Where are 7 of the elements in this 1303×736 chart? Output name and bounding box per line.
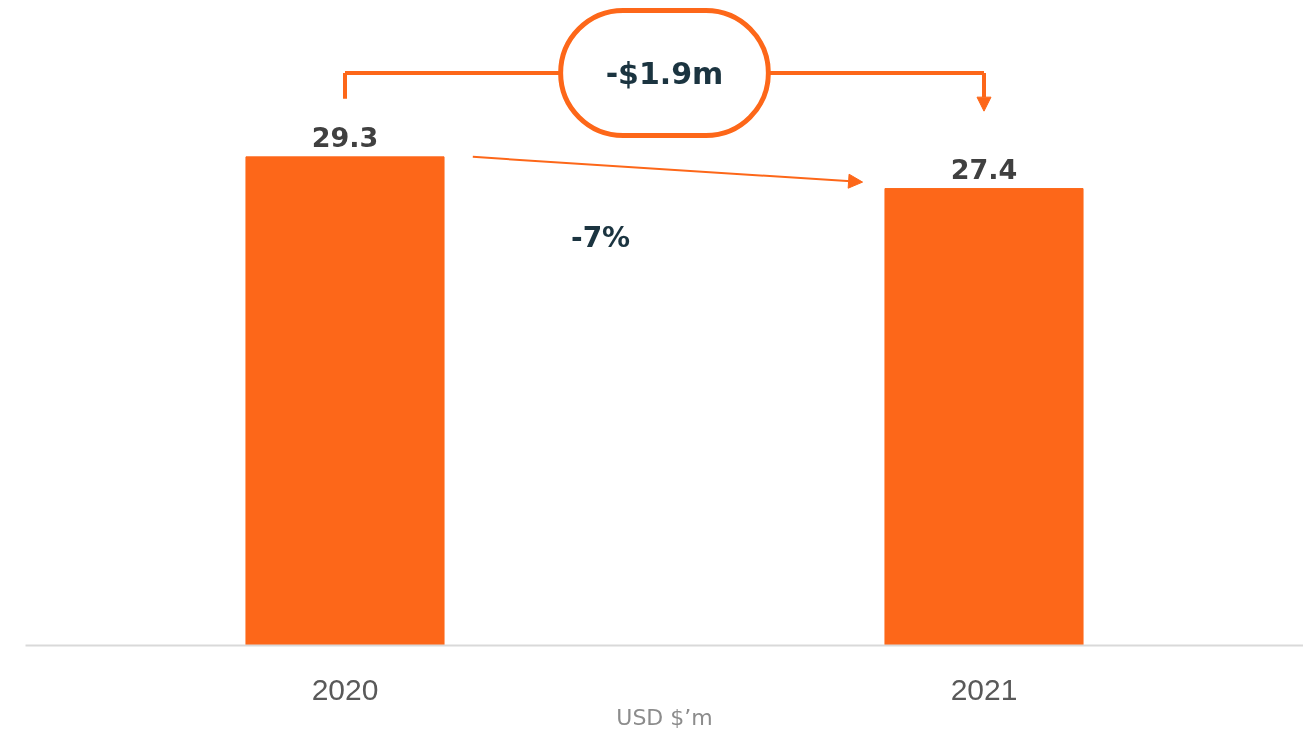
data-label: 27.4: [950, 153, 1018, 185]
x-tick-label: 2021: [950, 672, 1018, 706]
annotation: -7%: [571, 220, 631, 254]
x-axis-title: USD $’m: [616, 704, 713, 730]
data-label: 29.3: [311, 122, 379, 154]
text: -$1.9m: [605, 55, 724, 91]
x-tick-label: 2020: [311, 672, 379, 706]
